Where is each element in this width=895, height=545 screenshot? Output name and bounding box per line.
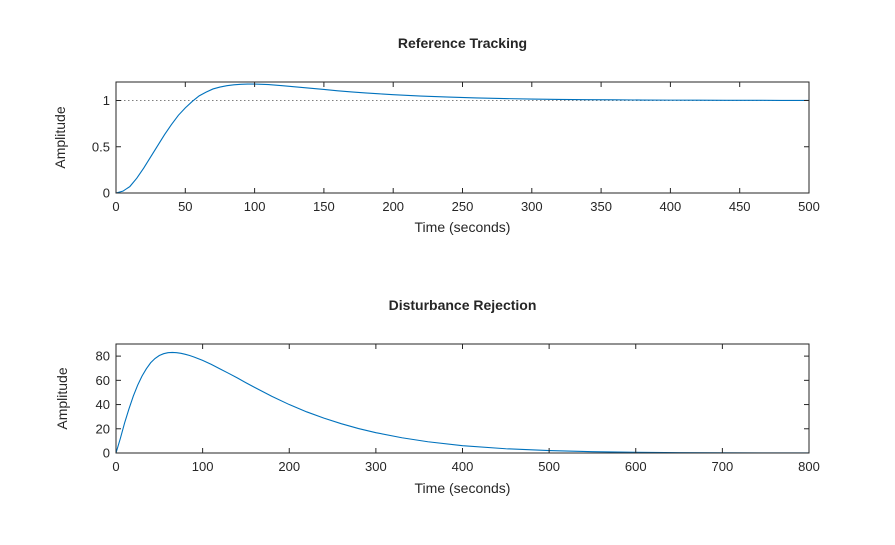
x-tick-label: 200 xyxy=(278,459,300,474)
y-axis-ticks: 0 20 40 60 80 xyxy=(96,349,809,461)
plot-frame xyxy=(115,343,810,454)
x-tick-label: 100 xyxy=(192,459,214,474)
x-tick-label: 0 xyxy=(112,199,119,214)
x-tick-label: 400 xyxy=(452,459,474,474)
step-response-line xyxy=(115,83,809,194)
reference-tracking-panel: Reference Tracking 0 50 100 150 200 250 300 350… xyxy=(52,35,820,235)
y-axis-label: Amplitude xyxy=(54,367,70,429)
x-tick-label: 800 xyxy=(798,459,820,474)
x-tick-label: 150 xyxy=(313,199,335,214)
x-tick-label: 450 xyxy=(729,199,751,214)
plot-area xyxy=(116,344,809,453)
x-tick-label: 350 xyxy=(590,199,612,214)
plot-frame xyxy=(115,81,810,194)
x-axis-label: Time (seconds) xyxy=(415,480,511,496)
disturbance-rejection-panel: Disturbance Rejection 0 100 200 300 400 500 60… xyxy=(54,297,820,496)
x-tick-label: 400 xyxy=(660,199,682,214)
y-tick-label: 20 xyxy=(96,421,110,436)
x-tick-label: 300 xyxy=(365,459,387,474)
x-tick-label: 600 xyxy=(625,459,647,474)
y-tick-label: 40 xyxy=(96,397,110,412)
x-axis-ticks: 0 50 100 150 200 250 300 350 400 450 500 xyxy=(112,82,820,214)
chart-title: Reference Tracking xyxy=(398,35,527,51)
y-tick-label: 0.5 xyxy=(92,139,110,154)
x-tick-label: 250 xyxy=(452,199,474,214)
x-axis-ticks: 0 100 200 300 400 500 600 700 800 xyxy=(112,344,820,474)
y-tick-label: 1 xyxy=(103,93,110,108)
x-tick-label: 200 xyxy=(382,199,404,214)
x-tick-label: 100 xyxy=(244,199,266,214)
chart-title: Disturbance Rejection xyxy=(389,297,537,313)
x-tick-label: 0 xyxy=(112,459,119,474)
step-response-line xyxy=(115,351,810,454)
y-tick-label: 0 xyxy=(103,186,110,201)
x-axis-label: Time (seconds) xyxy=(415,219,511,235)
x-tick-label: 700 xyxy=(712,459,734,474)
x-tick-label: 500 xyxy=(798,199,820,214)
x-tick-label: 300 xyxy=(521,199,543,214)
y-tick-label: 60 xyxy=(96,373,110,388)
x-tick-label: 50 xyxy=(178,199,192,214)
plot-area xyxy=(116,82,809,193)
y-tick-label: 0 xyxy=(103,446,110,461)
y-axis-label: Amplitude xyxy=(52,106,68,168)
x-tick-label: 500 xyxy=(538,459,560,474)
y-tick-label: 80 xyxy=(96,349,110,364)
